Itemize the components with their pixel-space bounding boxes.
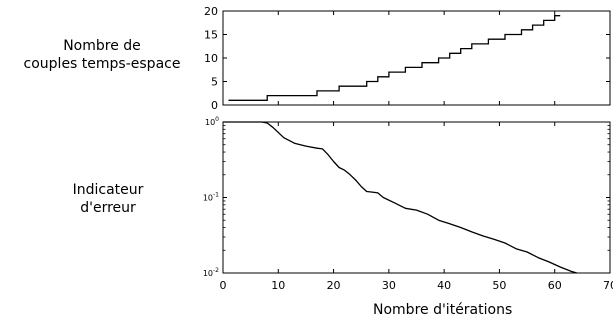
bottom-xtick-label-1: 10	[271, 279, 285, 292]
bottom-ytick-label-2: 10-2	[203, 267, 219, 278]
top-plot: 0 5 10 15 20	[204, 5, 611, 112]
top-ytick-label-3: 15	[204, 29, 218, 42]
bottom-ylabel: Indicateur d'erreur	[58, 181, 158, 217]
top-ylabel-line-1: Nombre de	[63, 38, 141, 54]
bottom-plot-frame	[222, 121, 611, 274]
bottom-ytick-label-1: 10-1	[203, 192, 219, 203]
top-series-line	[228, 15, 561, 101]
bottom-ylabel-line-2: d'erreur	[80, 200, 136, 216]
bottom-xtick-label-4: 40	[437, 279, 451, 292]
top-plot-frame	[222, 10, 611, 106]
bottom-plot: 100 10-1 10-20 10 20 30 40 50 60 70	[203, 116, 613, 292]
top-ytick-label-0: 0	[211, 99, 218, 112]
bottom-ylabel-line-1: Indicateur	[72, 182, 144, 198]
top-ytick-label-1: 5	[211, 76, 218, 89]
bottom-xtick-label-6: 60	[548, 279, 562, 292]
bottom-xtick-label-3: 30	[382, 279, 396, 292]
top-ytick-label-2: 10	[204, 52, 218, 65]
bottom-series-line	[223, 121, 577, 274]
top-ylabel-line-2: couples temps-espace	[23, 56, 181, 72]
bottom-ytick-label-0: 100	[205, 116, 219, 127]
bottom-xtick-label-2: 20	[327, 279, 341, 292]
bottom-xtick-label-7: 70	[603, 279, 613, 292]
bottom-xtick-label-5: 50	[492, 279, 506, 292]
top-ylabel: Nombre de couples temps-espace	[12, 37, 192, 73]
x-axis-label: Nombre d'itérations	[373, 302, 513, 318]
top-ytick-label-4: 20	[204, 5, 218, 18]
bottom-xtick-label-0: 0	[220, 279, 227, 292]
